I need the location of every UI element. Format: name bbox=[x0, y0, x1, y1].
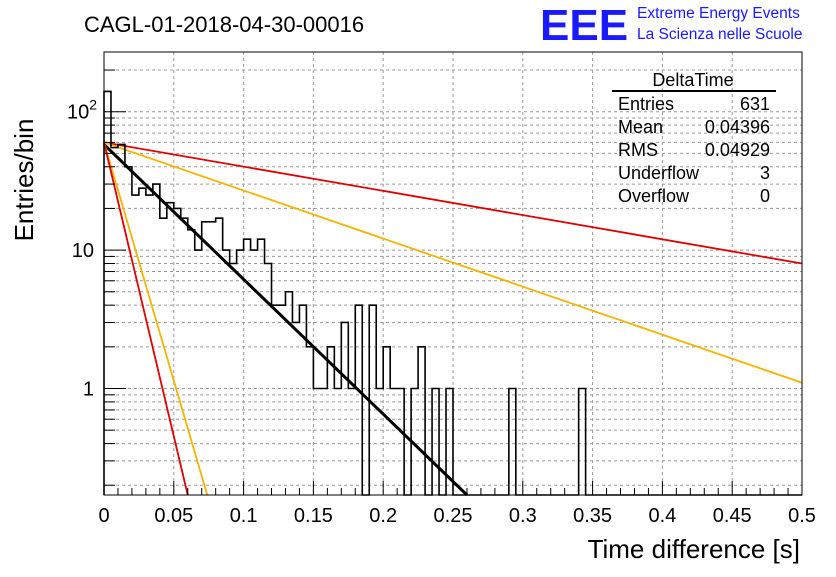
x-tick-label: 0.35 bbox=[573, 505, 612, 527]
stats-rows: Entries 631 Mean 0.04396 RMS 0.04929Underflow… bbox=[618, 94, 770, 206]
brand-line-1: Extreme Energy Events bbox=[637, 5, 800, 22]
x-tick-label: 0.1 bbox=[230, 505, 258, 527]
stats-value: 3 bbox=[760, 163, 770, 183]
y-tick-label: 10 bbox=[72, 240, 94, 262]
y-axis-title: Entries/bin bbox=[9, 119, 39, 242]
brand-line-2: La Scienza nelle Scuole bbox=[637, 26, 802, 43]
fit-line bbox=[103, 142, 209, 496]
x-tick-label: 0.3 bbox=[509, 505, 537, 527]
y-tick-label: 102 bbox=[67, 97, 97, 124]
stats-label: Overflow bbox=[618, 186, 690, 206]
axis-ticks: 0 0.05 0.1 0.15 0.2 0.25 0.3 0.35 0.4 0.45 0.5 1 10 1… bbox=[67, 69, 816, 527]
x-tick-label: 0.25 bbox=[434, 505, 473, 527]
chart-title: CAGL-01-2018-04-30-00016 bbox=[84, 12, 364, 37]
fit-line bbox=[103, 141, 803, 265]
fit-line bbox=[103, 141, 803, 384]
x-tick-label: 0.15 bbox=[294, 505, 333, 527]
x-axis-title: Time difference [s] bbox=[588, 534, 800, 564]
eee-logo-text: EEE bbox=[540, 1, 628, 50]
x-tick-label: 0.2 bbox=[369, 505, 397, 527]
stats-value: 631 bbox=[740, 94, 770, 114]
stats-box-title: DeltaTime bbox=[652, 70, 733, 90]
stats-label: Mean bbox=[618, 117, 663, 137]
stats-value: 0.04929 bbox=[705, 140, 770, 160]
x-tick-label: 0.5 bbox=[788, 505, 816, 527]
y-tick-label: 1 bbox=[83, 378, 94, 400]
stats-label: Underflow bbox=[618, 163, 700, 183]
x-tick-label: 0.45 bbox=[713, 505, 752, 527]
stats-value: 0 bbox=[760, 186, 770, 206]
x-tick-label: 0.4 bbox=[648, 505, 676, 527]
x-tick-label: 0 bbox=[98, 505, 109, 527]
stats-box: DeltaTime Entries 631 Mean 0.04396 RMS 0.0492… bbox=[612, 70, 776, 206]
fit-curves bbox=[102, 141, 803, 497]
stats-value: 0.04396 bbox=[705, 117, 770, 137]
eee-logo: EEE Extreme Energy Events La Scienza nel… bbox=[540, 1, 802, 50]
fit-line bbox=[102, 143, 469, 497]
x-tick-label: 0.05 bbox=[154, 505, 193, 527]
stats-label: Entries bbox=[618, 94, 674, 114]
fit-line bbox=[103, 142, 189, 496]
stats-label: RMS bbox=[618, 140, 658, 160]
